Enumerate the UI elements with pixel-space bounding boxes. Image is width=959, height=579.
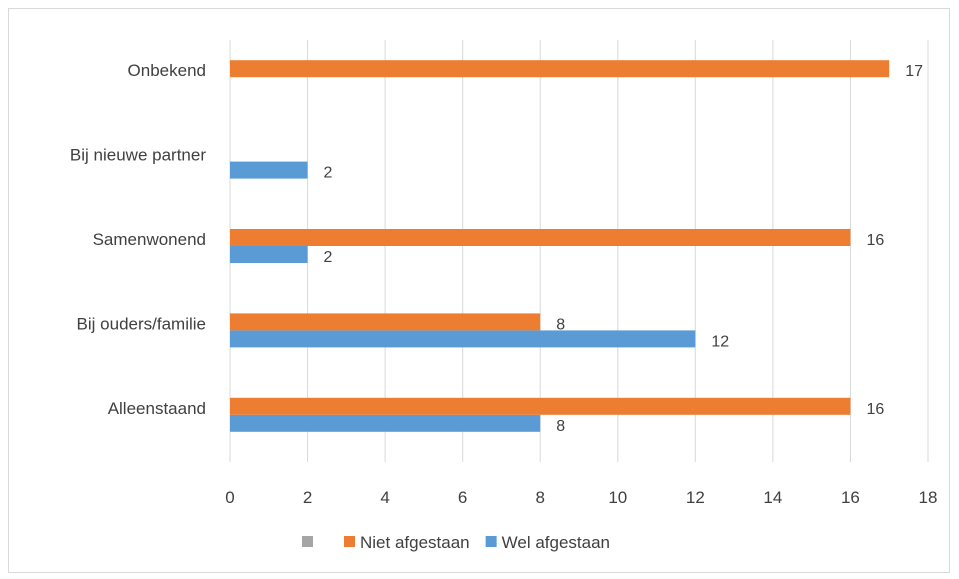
x-tick-label: 0 <box>225 488 234 507</box>
data-label: 12 <box>711 333 729 350</box>
x-tick-label: 12 <box>686 488 705 507</box>
x-tick-label: 10 <box>608 488 627 507</box>
x-tick-label: 18 <box>919 488 938 507</box>
bar <box>230 397 851 415</box>
legend-swatch <box>344 536 355 547</box>
data-label: 16 <box>866 401 884 418</box>
legend-swatch <box>302 536 313 547</box>
data-label: 8 <box>556 316 565 333</box>
legend-swatch <box>485 536 497 547</box>
bars <box>230 60 890 432</box>
x-tick-label: 16 <box>841 488 860 507</box>
legend-label: Wel afgestaan <box>502 533 610 552</box>
data-label: 8 <box>556 418 565 435</box>
category-label: Alleenstaand <box>108 399 206 418</box>
bar <box>230 60 890 78</box>
data-label: 16 <box>866 232 884 249</box>
data-label: 2 <box>324 165 333 182</box>
x-tick-label: 6 <box>458 488 467 507</box>
category-label: Bij ouders/familie <box>77 314 206 333</box>
bar <box>230 229 851 246</box>
gridlines <box>229 40 929 462</box>
bar <box>230 161 308 179</box>
category-label: Bij nieuwe partner <box>70 146 206 165</box>
chart-frame <box>8 8 950 573</box>
x-tick-label: 8 <box>535 488 544 507</box>
labels: 0 2 4 6 8 10 12 14 16 18 Alleenstaand 8 16 Bij ouders… <box>70 61 938 507</box>
data-label: 2 <box>324 249 333 266</box>
bar <box>230 414 541 432</box>
category-label: Samenwonend <box>93 230 206 249</box>
legend: Niet afgestaan Wel afgestaan <box>302 533 610 552</box>
bar <box>230 313 541 331</box>
bar <box>230 330 696 348</box>
x-tick-label: 4 <box>380 488 389 507</box>
legend-label: Niet afgestaan <box>360 533 470 552</box>
data-label: 17 <box>905 63 923 80</box>
x-tick-label: 14 <box>763 488 782 507</box>
category-label: Onbekend <box>128 61 206 80</box>
bar <box>230 246 308 263</box>
x-tick-label: 2 <box>303 488 312 507</box>
